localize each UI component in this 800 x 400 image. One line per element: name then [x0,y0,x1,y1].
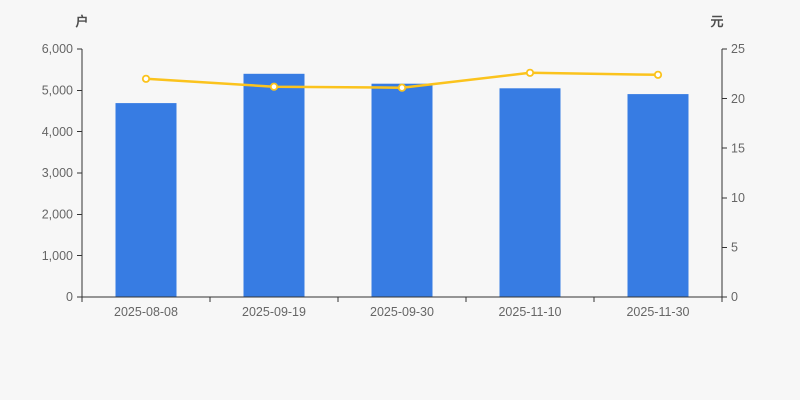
line-marker [525,68,535,77]
bar [499,88,561,297]
left-axis-unit-label: 户 [75,14,89,29]
axes-group [77,48,727,302]
right-axis-unit-label: 元 [710,14,724,29]
bar [243,73,305,297]
left-axis-tick-label: 6,000 [42,42,73,56]
right-axis-tick-label: 0 [731,290,738,304]
left-axis-tick-label: 2,000 [42,208,73,222]
bars-group [115,73,689,297]
right-axis-tick-label: 10 [731,191,745,205]
bar [371,83,433,297]
x-axis-category-label: 2025-09-30 [370,305,434,319]
right-axis-tick-label: 15 [731,141,745,155]
left-axis-tick-label: 3,000 [42,166,73,180]
bar [115,103,177,297]
line-marker [141,74,151,83]
x-axis-category-label: 2025-11-30 [626,305,689,319]
right-axis-tick-label: 20 [731,92,745,106]
bar [627,94,689,297]
line-marker [653,70,663,79]
line-marker [269,82,279,91]
line-markers-group [141,68,663,92]
x-axis-category-label: 2025-08-08 [114,305,178,319]
x-axis-category-label: 2025-11-10 [498,305,561,319]
left-axis-tick-label: 0 [66,290,73,304]
left-axis-tick-label: 5,000 [42,84,73,98]
x-axis-category-label: 2025-09-19 [242,305,306,319]
right-axis-tick-label: 5 [731,241,738,255]
right-axis-tick-label: 25 [731,42,745,56]
left-axis-tick-label: 1,000 [42,249,73,263]
line-marker [397,83,407,92]
left-axis-tick-label: 4,000 [42,125,73,139]
